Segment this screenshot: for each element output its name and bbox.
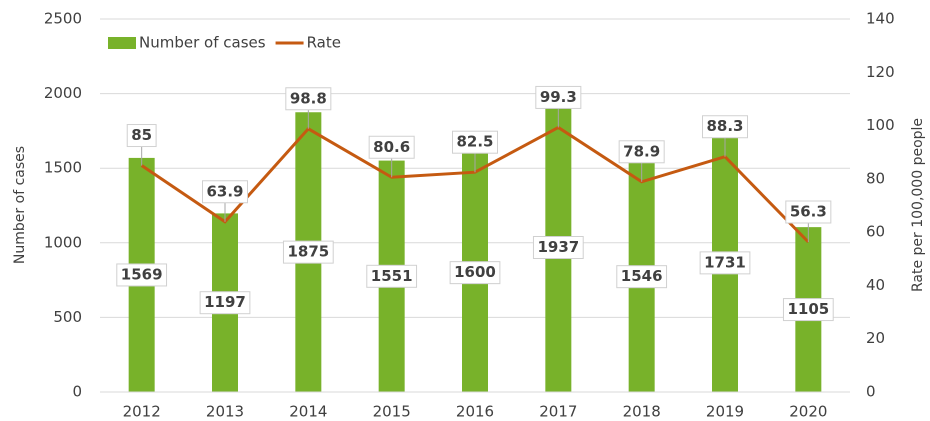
rate-label: 99.3 (540, 88, 577, 106)
bar-label: 1551 (371, 267, 413, 285)
y-tick-label: 0 (72, 383, 82, 401)
bar-label: 1937 (537, 238, 579, 256)
rate-label: 63.9 (206, 182, 243, 200)
y2-tick-label: 140 (866, 10, 895, 28)
rate-label-box (451, 130, 499, 154)
rate-label-box (701, 115, 749, 139)
y-tick-label: 2000 (44, 84, 82, 102)
bar-label: 1546 (621, 267, 663, 285)
y2-tick-label: 60 (866, 223, 885, 241)
legend-label: Rate (307, 34, 341, 52)
x-tick-label: 2018 (623, 403, 661, 421)
rate-label: 80.6 (373, 138, 410, 156)
bar-label: 1105 (787, 300, 829, 318)
x-tick-label: 2015 (373, 403, 411, 421)
rate-label: 88.3 (706, 117, 743, 135)
bar-label: 1875 (287, 243, 329, 261)
bar-label-box (782, 298, 834, 322)
bar-label-box (282, 240, 334, 264)
rate-label-box (201, 180, 249, 204)
y-tick-label: 2500 (44, 10, 82, 28)
bar-label-box (366, 264, 418, 288)
y2-axis-label: Rate per 100,000 people (910, 118, 926, 292)
rate-label-box (285, 87, 332, 111)
legend-label: Number of cases (139, 34, 266, 52)
bar-label-box (199, 291, 251, 315)
rate-label-box (618, 140, 665, 164)
rate-label: 85 (131, 126, 152, 144)
y2-tick-label: 40 (866, 276, 885, 294)
y-tick-label: 1500 (44, 159, 82, 177)
bar-label: 1197 (204, 293, 246, 311)
y2-tick-label: 80 (866, 169, 885, 187)
bar-label-box (116, 263, 168, 287)
y-tick-label: 500 (53, 308, 82, 326)
x-tick-label: 2019 (706, 403, 744, 421)
x-tick-label: 2014 (289, 403, 327, 421)
y2-tick-label: 120 (866, 63, 895, 81)
rate-label-box (535, 85, 582, 109)
bar-label-box (616, 265, 668, 289)
x-tick-label: 2017 (539, 403, 577, 421)
rate-label: 78.9 (623, 142, 660, 160)
y2-tick-label: 100 (866, 116, 895, 134)
y2-tick-label: 20 (866, 329, 885, 347)
x-tick-label: 2016 (456, 403, 494, 421)
rate-label-box (368, 135, 415, 159)
x-tick-label: 2012 (123, 403, 161, 421)
bar-label-box (532, 235, 584, 259)
bar-label: 1600 (454, 263, 496, 281)
y-tick-label: 1000 (44, 233, 82, 251)
rate-label: 98.8 (290, 89, 327, 107)
legend-swatch (108, 37, 136, 49)
rate-label: 56.3 (790, 203, 827, 221)
rate-label: 82.5 (456, 133, 493, 151)
bar-label-box (699, 251, 751, 275)
bar-label: 1731 (704, 253, 746, 271)
y-axis-label: Number of cases (12, 146, 28, 264)
bar-label-box (449, 261, 501, 285)
x-tick-label: 2013 (206, 403, 244, 421)
x-tick-label: 2020 (789, 403, 827, 421)
rate-label-box (126, 124, 157, 148)
y2-tick-label: 0 (866, 383, 876, 401)
rate-label-box (785, 200, 832, 224)
bar-label: 1569 (121, 265, 163, 283)
